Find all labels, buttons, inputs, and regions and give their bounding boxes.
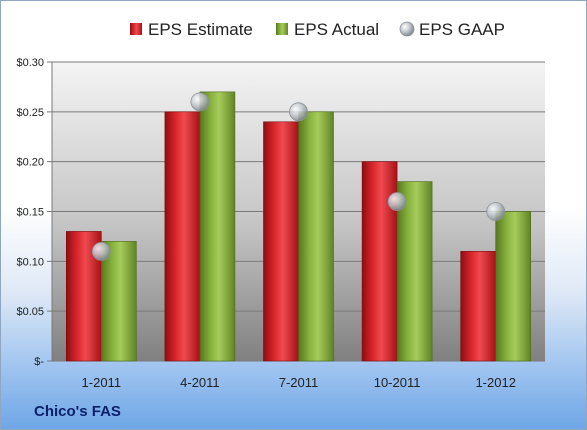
x-tick-label: 7-2011 [279, 375, 319, 390]
legend-swatch-eps-estimate [130, 23, 142, 35]
bar-eps-actual [495, 211, 532, 362]
legend: EPS Estimate EPS Actual EPS GAAP [130, 20, 505, 39]
bar-eps-actual [396, 181, 433, 362]
gaap-markers [91, 92, 506, 261]
legend-swatch-eps-actual [276, 23, 288, 35]
legend-label: EPS Estimate [148, 20, 253, 39]
y-axis-ticks: $0.30 $0.25 $0.20 $0.15 $0.10 $0.05 $- [16, 57, 44, 368]
x-tick-label: 1-2012 [475, 375, 515, 390]
legend-label: EPS GAAP [419, 20, 505, 39]
y-tick-label: $0.30 [16, 57, 44, 69]
y-tick-label: $0.20 [16, 157, 44, 169]
marker-eps-gaap [486, 202, 506, 221]
bar-eps-actual [199, 91, 236, 362]
y-tick-label: $0.05 [16, 306, 44, 318]
bar-eps-actual [298, 111, 334, 362]
x-tick-label: 4-2011 [180, 375, 220, 390]
x-tick-label: 10-2011 [374, 375, 421, 390]
x-axis-labels: 1-2011 4-2011 7-2011 10-2011 1-2012 [82, 375, 516, 390]
bar-eps-estimate [164, 111, 201, 362]
y-tick-label: $0.10 [16, 256, 44, 268]
legend-swatch-eps-gaap [399, 21, 415, 37]
marker-eps-gaap [387, 192, 407, 211]
y-tick-label: $0.25 [16, 107, 44, 119]
company-name: Chico's FAS [34, 403, 121, 420]
bar-eps-estimate [361, 161, 398, 362]
bar-eps-actual [101, 241, 137, 362]
y-tick-label: $- [34, 356, 44, 368]
x-tick-label: 1-2011 [82, 375, 122, 390]
marker-eps-gaap [289, 102, 308, 122]
y-tick-label: $0.15 [16, 207, 44, 219]
bar-eps-estimate [460, 251, 497, 362]
bars [66, 91, 532, 362]
legend-label: EPS Actual [294, 20, 379, 39]
marker-eps-gaap [190, 92, 210, 112]
bar-eps-estimate [263, 121, 299, 362]
marker-eps-gaap [91, 241, 111, 261]
